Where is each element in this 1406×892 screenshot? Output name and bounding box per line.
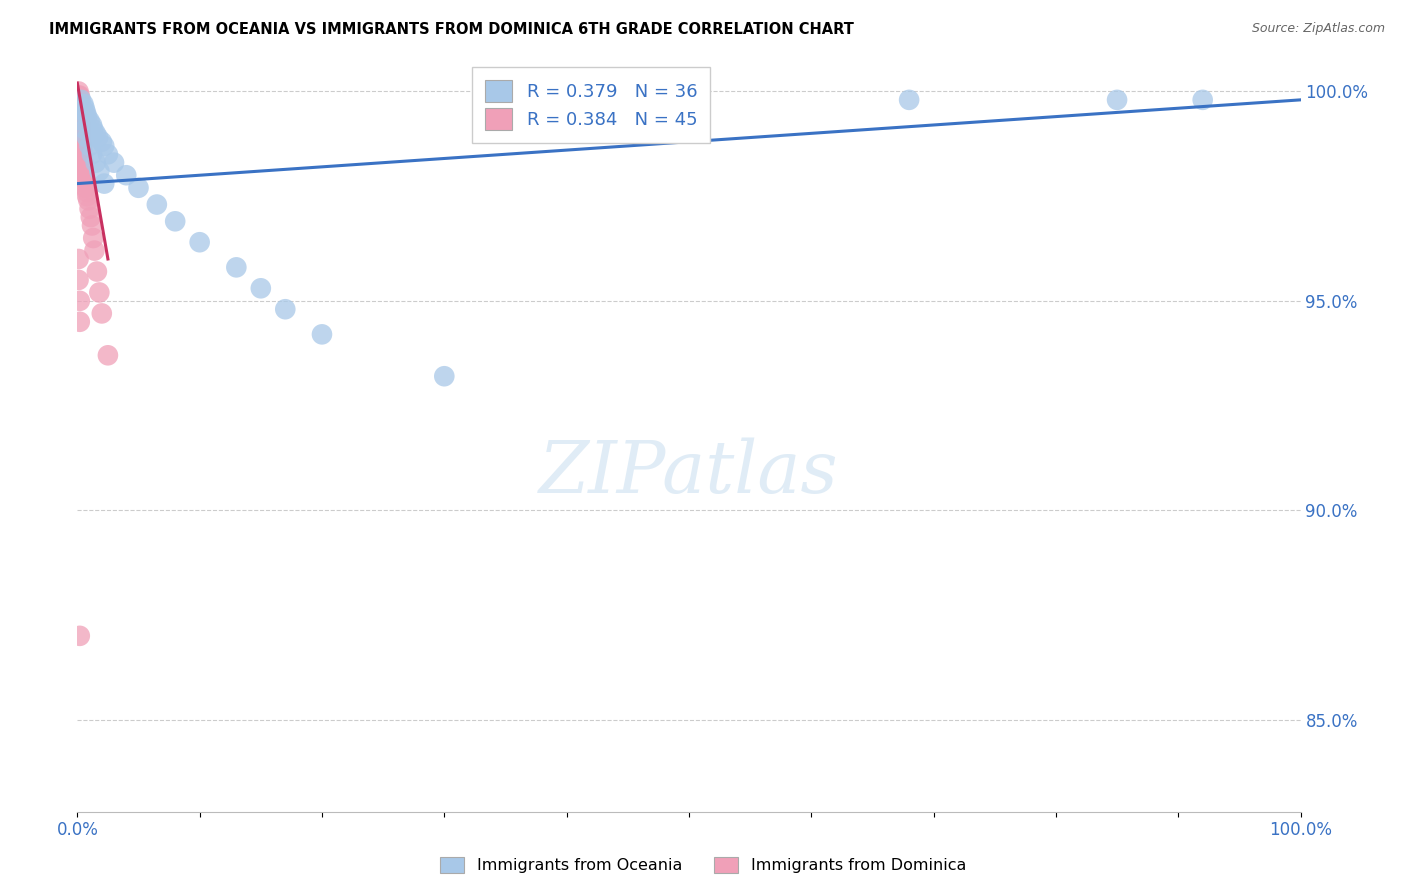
Point [77,194,100,208]
Point [433,369,456,384]
Point [73,122,96,136]
Point [93,177,115,191]
Point [70,118,93,132]
Point [73,172,96,186]
Point [69,629,91,643]
Point [67,85,90,99]
Point [76,185,98,199]
Point [89,285,111,300]
Point [69,88,91,103]
Point [115,168,138,182]
Point [146,197,169,211]
Text: IMMIGRANTS FROM OCEANIA VS IMMIGRANTS FROM DOMINICA 6TH GRADE CORRELATION CHART: IMMIGRANTS FROM OCEANIA VS IMMIGRANTS FR… [49,22,853,37]
Point [128,181,150,195]
Point [103,155,125,169]
Point [70,135,93,149]
Point [76,130,98,145]
Point [80,118,103,132]
Point [75,177,97,191]
Point [188,235,211,250]
Point [72,97,94,112]
Point [79,113,101,128]
Point [79,202,101,216]
Point [225,260,247,275]
Point [73,168,96,182]
Point [1191,93,1213,107]
Point [69,97,91,112]
Point [250,281,273,295]
Point [97,147,120,161]
Point [84,155,107,169]
Point [678,93,700,107]
Point [70,143,93,157]
Point [80,219,103,233]
Point [73,101,96,115]
Point [70,152,93,166]
Point [69,113,91,128]
Point [82,231,104,245]
Point [87,130,110,145]
Point [898,93,921,107]
Point [69,293,91,308]
Point [90,306,112,320]
Point [69,101,91,115]
Point [72,164,94,178]
Point [89,164,111,178]
Point [90,135,112,149]
Point [67,93,90,107]
Point [70,127,93,141]
Point [70,139,93,153]
Point [69,110,91,124]
Point [67,273,90,287]
Point [69,105,91,120]
Point [70,122,93,136]
Point [79,139,101,153]
Point [67,101,90,115]
Point [311,327,333,342]
Point [1107,93,1129,107]
Point [75,105,97,120]
Point [83,244,105,258]
Point [76,110,98,124]
Text: Source: ZipAtlas.com: Source: ZipAtlas.com [1251,22,1385,36]
Point [76,189,98,203]
Point [70,147,93,161]
Point [165,214,187,228]
Point [67,97,90,112]
Point [97,348,120,362]
Point [80,147,103,161]
Point [75,181,97,195]
Point [80,210,103,224]
Point [67,252,90,266]
Text: ZIPatlas: ZIPatlas [538,437,839,508]
Point [70,113,93,128]
Legend: R = 0.379   N = 36, R = 0.384   N = 45: R = 0.379 N = 36, R = 0.384 N = 45 [472,67,710,143]
Point [69,93,91,107]
Point [69,315,91,329]
Point [82,122,104,136]
Point [70,93,93,107]
Point [72,160,94,174]
Point [72,155,94,169]
Point [84,127,107,141]
Point [70,130,93,145]
Point [274,302,297,317]
Point [67,88,90,103]
Legend: Immigrants from Oceania, Immigrants from Dominica: Immigrants from Oceania, Immigrants from… [433,850,973,880]
Point [86,264,108,278]
Point [93,139,115,153]
